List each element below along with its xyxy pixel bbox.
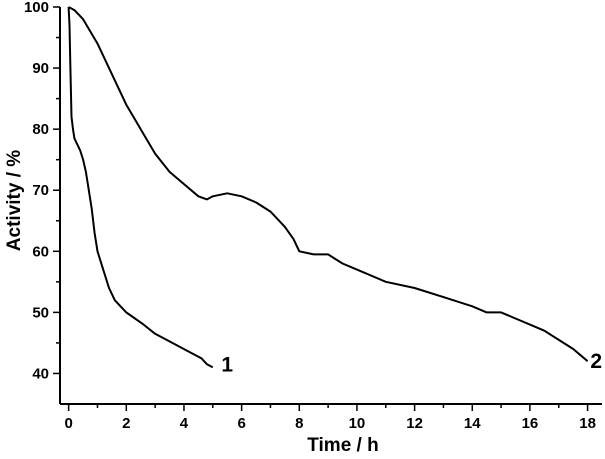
series-lines	[67, 6, 589, 369]
x-tick-label: 12	[406, 415, 423, 432]
y-tick-label: 60	[32, 243, 49, 260]
x-tick-label: 2	[122, 415, 130, 432]
x-tick-label: 4	[180, 415, 189, 432]
series-1-line	[67, 6, 214, 369]
x-tick-label: 6	[237, 415, 245, 432]
y-tick-label: 100	[24, 0, 49, 16]
series-label-1: 1	[221, 353, 233, 376]
y-tick-label: 70	[32, 182, 49, 199]
y-tick-label: 80	[32, 121, 49, 138]
y-axis-ticks: 40 50 60 70 80 90 100	[24, 0, 60, 382]
x-tick-label: 10	[349, 415, 366, 432]
y-tick-label: 90	[32, 60, 49, 77]
y-tick-label: 50	[32, 304, 49, 321]
series-2-line	[68, 6, 589, 362]
y-axis-title: Activity / %	[4, 150, 25, 251]
x-tick-label: 0	[64, 415, 72, 432]
series-label-2: 2	[590, 350, 602, 373]
x-tick-label: 8	[295, 415, 303, 432]
x-tick-label: 14	[464, 415, 481, 432]
x-tick-label: 16	[522, 415, 539, 432]
y-tick-label: 40	[32, 365, 49, 382]
x-tick-label: 18	[579, 415, 596, 432]
x-axis-ticks: 0 2 4 6 8 10 12 14 16 18	[64, 404, 596, 432]
x-axis-title: Time / h	[307, 435, 378, 456]
